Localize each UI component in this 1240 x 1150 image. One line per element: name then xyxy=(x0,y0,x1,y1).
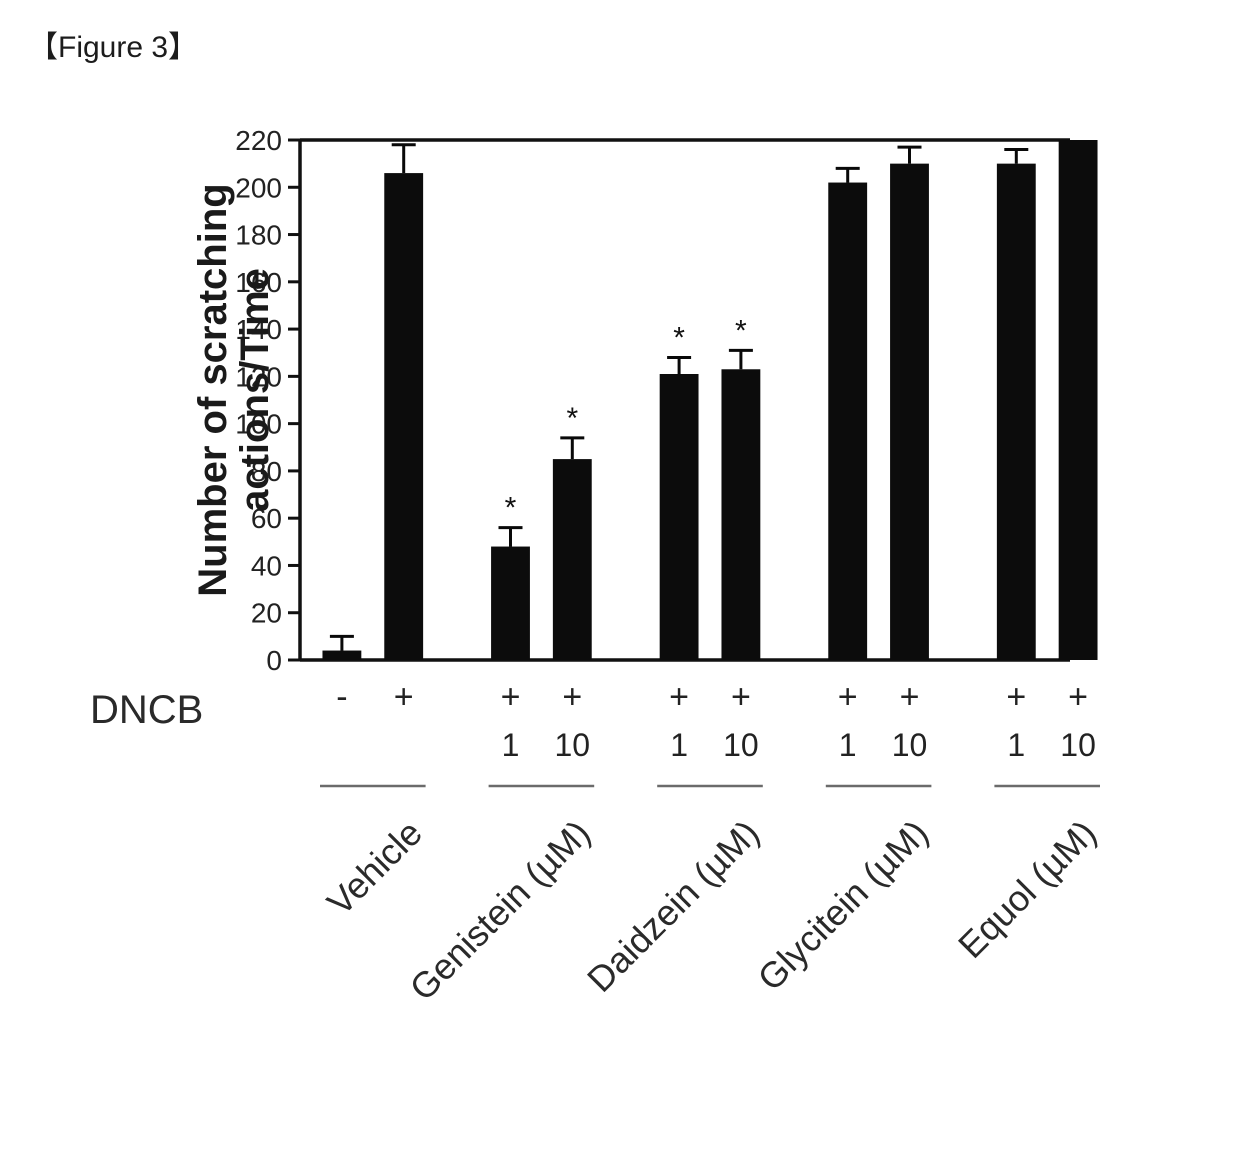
bar xyxy=(890,164,929,660)
bar xyxy=(660,374,699,660)
bar xyxy=(828,183,867,660)
y-axis-label: Number of scratching actions/Time xyxy=(192,130,276,650)
dncb-value: + xyxy=(562,678,582,716)
dncb-value: + xyxy=(900,678,920,716)
bar xyxy=(384,173,423,660)
chart-container: Number of scratching actions/Time DNCB 0… xyxy=(160,130,1110,1080)
dose-value: 10 xyxy=(555,727,591,763)
dose-value: 1 xyxy=(670,727,688,763)
dose-value: 1 xyxy=(1007,727,1025,763)
bar xyxy=(721,369,760,660)
y-axis-label-line2: actions/Time xyxy=(233,268,277,512)
page-root: 【Figure 3】 Number of scratching actions/… xyxy=(0,0,1240,1150)
dncb-value: + xyxy=(394,678,414,716)
dncb-row-label: DNCB xyxy=(90,688,203,733)
svg-text:*: * xyxy=(673,321,685,354)
dncb-value: + xyxy=(731,678,751,716)
bar xyxy=(997,164,1036,660)
dose-value: 10 xyxy=(1060,727,1096,763)
figure-caption: 【Figure 3】 xyxy=(28,22,198,66)
svg-text:*: * xyxy=(735,314,747,347)
dose-value: 10 xyxy=(892,727,928,763)
y-axis-label-line1: Number of scratching xyxy=(191,183,235,596)
dncb-value: + xyxy=(1068,678,1088,716)
svg-text:*: * xyxy=(566,402,578,435)
bar xyxy=(491,547,530,660)
bar xyxy=(1059,140,1098,660)
dose-value: 1 xyxy=(839,727,857,763)
dncb-value: + xyxy=(838,678,858,716)
dncb-value: + xyxy=(669,678,689,716)
dncb-value: + xyxy=(501,678,521,716)
dncb-value: + xyxy=(1006,678,1026,716)
dose-value: 1 xyxy=(502,727,520,763)
dose-value: 10 xyxy=(723,727,759,763)
dncb-value: - xyxy=(336,678,347,716)
bar xyxy=(553,459,592,660)
svg-text:*: * xyxy=(505,492,517,525)
bar xyxy=(322,651,361,660)
